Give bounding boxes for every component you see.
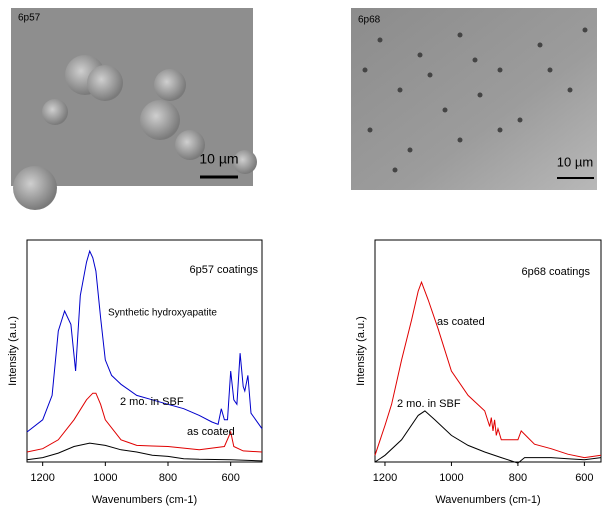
x-tick-label: 600 bbox=[221, 472, 239, 484]
x-tick-label: 800 bbox=[159, 472, 177, 484]
chart-title: 6p57 coatings bbox=[190, 264, 259, 276]
image-label: 6p68 bbox=[358, 15, 381, 26]
x-tick-label: 1200 bbox=[373, 472, 397, 484]
annotation: 2 mo. in SBF bbox=[120, 396, 184, 408]
sem-image-1: 6p57 10 µm bbox=[11, 8, 257, 210]
x-tick-label: 1000 bbox=[93, 472, 117, 484]
scale-label: 10 µm bbox=[557, 154, 593, 169]
image-label: 6p57 bbox=[18, 13, 41, 24]
annotation: Synthetic hydroxyapatite bbox=[108, 308, 217, 319]
x-tick-label: 800 bbox=[509, 472, 527, 484]
scale-label: 10 µm bbox=[199, 151, 238, 167]
sem-image-2: 6p68 10 µm bbox=[351, 8, 597, 190]
x-tick-label: 1200 bbox=[30, 472, 54, 484]
annotation: as coated bbox=[187, 426, 235, 438]
annotation: 2 mo. in SBF bbox=[397, 398, 461, 410]
x-axis-label: Wavenumbers (cm-1) bbox=[92, 494, 197, 506]
chart-title: 6p68 coatings bbox=[522, 266, 591, 278]
y-axis-label: Intensity (a.u.) bbox=[355, 316, 367, 386]
spectrum-line bbox=[375, 282, 601, 457]
y-axis-label: Intensity (a.u.) bbox=[7, 316, 19, 386]
spectrum-line bbox=[375, 411, 601, 463]
figure: 6p57 10 µm 6p68 10 µm 1200 1000 800 600 Wave… bbox=[0, 0, 602, 515]
x-axis-label: Wavenumbers (cm-1) bbox=[435, 494, 540, 506]
annotation: as coated bbox=[437, 316, 485, 328]
x-tick-label: 600 bbox=[575, 472, 593, 484]
x-tick-label: 1000 bbox=[439, 472, 463, 484]
